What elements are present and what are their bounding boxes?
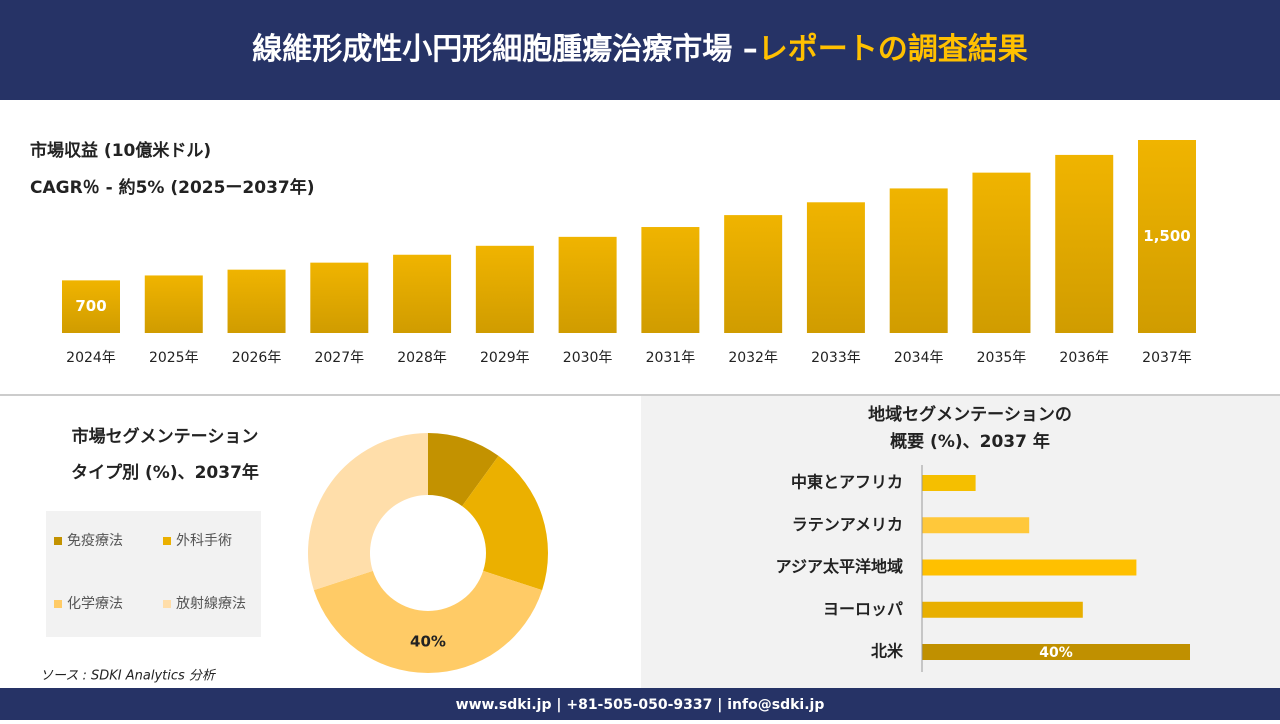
x-tick-label: 2033年 (811, 350, 861, 366)
donut-segment (308, 433, 428, 591)
value-label: 1,500 (1143, 227, 1190, 245)
bar (144, 275, 203, 333)
legend-box (46, 511, 261, 637)
y-tick-label: 中東とアフリカ (791, 473, 903, 492)
bar (1055, 154, 1114, 333)
legend-swatch (163, 600, 171, 608)
value-label: 40% (410, 633, 446, 651)
legend-swatch (163, 537, 171, 545)
bar (806, 202, 865, 333)
x-tick-label: 2028年 (397, 350, 447, 366)
x-tick-label: 2031年 (646, 350, 696, 366)
donut-title: 市場セグメンテーション (72, 426, 259, 447)
bar (922, 517, 1030, 534)
bar (1138, 140, 1196, 333)
bar (227, 269, 286, 333)
region-subtitle: 概要 (%)、2037 年 (890, 431, 1050, 452)
header-band (0, 0, 1280, 100)
donut-segment (462, 455, 548, 591)
legend-label: 外科手術 (176, 533, 232, 549)
x-tick-label: 2027年 (314, 350, 364, 366)
x-tick-label: 2030年 (563, 350, 613, 366)
x-tick-label: 2034年 (894, 350, 944, 366)
legend-swatch (54, 537, 62, 545)
value-label: 40% (1039, 645, 1073, 661)
header-title: 線維形成性小円形細胞腫瘍治療市場 –レポートの調査結果 (252, 32, 1027, 67)
x-tick-label: 2037年 (1142, 350, 1192, 366)
bar (922, 601, 1083, 618)
bar (393, 254, 452, 333)
x-tick-label: 2035年 (977, 350, 1027, 366)
header-title-accent: レポートの調査結果 (758, 32, 1028, 67)
bar (62, 280, 120, 333)
donut-subtitle: タイプ別 (%)、2037年 (71, 462, 259, 483)
footer: www.sdki.jp | +81-505-050-9337 | info@sd… (456, 697, 825, 713)
bar (641, 227, 700, 333)
donut-segment (313, 570, 543, 673)
y-tick-label: ラテンアメリカ (792, 515, 903, 534)
bar (972, 172, 1031, 333)
legend-label: 放射線療法 (176, 595, 246, 612)
x-tick-label: 2032年 (728, 350, 778, 366)
bar (922, 644, 1190, 660)
x-tick-label: 2036年 (1059, 350, 1109, 366)
value-label: 700 (75, 297, 106, 315)
y-tick-label: 北米 (871, 642, 904, 661)
footer-band (0, 688, 1280, 720)
source: ソース : SDKI Analytics 分析 (40, 669, 217, 684)
bar (922, 475, 976, 491)
region-panel (641, 396, 1280, 688)
bar (310, 262, 369, 333)
x-tick-label: 2024年 (66, 350, 116, 366)
legend-swatch (54, 600, 62, 608)
x-tick-label: 2025年 (149, 350, 199, 366)
y-tick-label: ヨーロッパ (823, 599, 903, 618)
donut-segment (428, 433, 499, 507)
y-tick-label: アジア太平洋地域 (776, 557, 903, 576)
region-title: 地域セグメンテーションの (868, 404, 1072, 425)
x-tick-label: 2029年 (480, 350, 530, 366)
bar (475, 245, 534, 333)
legend-label: 化学療法 (67, 595, 123, 612)
x-tick-label: 2026年 (232, 350, 282, 366)
bar (922, 559, 1137, 576)
bar (724, 215, 783, 333)
header-title-main: 線維形成性小円形細胞腫瘍治療市場 – (252, 32, 757, 67)
legend-label: 免疫療法 (67, 532, 123, 549)
bar (889, 188, 948, 333)
chart-title: 市場収益 (10億米ドル) (30, 140, 211, 161)
bar (558, 236, 617, 333)
chart-subtitle: CAGR％ - 約5% (2025ー2037年) (30, 177, 315, 198)
